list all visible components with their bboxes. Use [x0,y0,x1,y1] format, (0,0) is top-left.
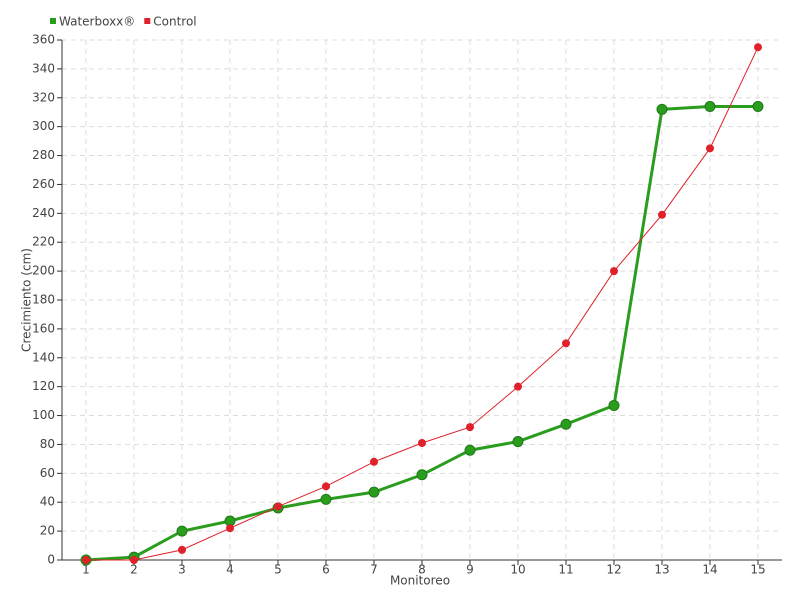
data-point [418,439,426,447]
legend-label: Waterboxx® [59,15,135,29]
y-tick-label: 80 [40,437,55,451]
y-tick-label: 200 [32,264,55,278]
x-tick-label: 2 [130,563,138,577]
y-tick-label: 40 [40,495,55,509]
data-point [82,556,90,564]
data-point [466,423,474,432]
y-tick-label: 240 [32,206,55,220]
x-tick-label: 6 [322,563,330,577]
x-tick-label: 4 [226,563,234,577]
x-tick-label: 7 [370,563,378,577]
legend-swatch [144,18,151,24]
y-tick-label: 60 [40,466,55,480]
y-tick-label: 120 [32,379,55,393]
y-tick-label: 0 [47,553,55,567]
data-point [178,545,186,554]
data-point [608,399,620,411]
y-tick-label: 180 [32,293,55,307]
y-tick-label: 20 [40,524,55,538]
data-point [130,556,138,564]
x-tick-label: 13 [654,563,669,577]
data-point [320,493,332,505]
y-tick-label: 340 [32,61,55,75]
data-point [514,382,522,391]
data-point [656,103,668,115]
data-point [226,524,234,533]
x-tick-label: 8 [418,563,426,577]
x-tick-label: 5 [274,563,282,577]
legend-label: Control [153,15,196,29]
data-point [322,482,330,491]
data-point [176,525,188,537]
y-tick-label: 140 [32,350,55,364]
data-point [752,100,764,112]
y-tick-label: 100 [32,408,55,422]
x-tick-label: 11 [558,563,573,577]
data-point [512,436,524,448]
y-tick-label: 320 [32,90,55,104]
y-tick-label: 260 [32,177,55,191]
data-point [706,144,714,153]
x-tick-label: 15 [750,563,765,577]
data-point [370,457,378,466]
data-point [754,43,762,52]
data-point [658,210,666,219]
x-tick-label: 14 [702,563,717,577]
y-tick-label: 220 [32,235,55,249]
legend-swatch [50,18,56,24]
data-point [704,100,716,112]
data-point [416,469,428,481]
y-tick-label: 300 [32,119,55,133]
y-axis-label: Crecimiento (cm) [20,248,34,352]
x-tick-label: 10 [510,563,525,577]
y-tick-label: 280 [32,148,55,162]
data-point [610,267,618,276]
x-axis-label: Monitoreo [390,574,450,588]
x-tick-label: 12 [606,563,621,577]
x-tick-label: 9 [466,563,474,577]
x-tick-label: 1 [82,563,90,577]
data-point [562,339,570,348]
data-point [368,486,380,498]
data-point [274,502,282,511]
y-tick-label: 360 [32,33,55,47]
data-point [560,418,572,430]
data-point [464,444,476,456]
y-tick-label: 160 [32,321,55,335]
x-tick-label: 3 [178,563,186,577]
